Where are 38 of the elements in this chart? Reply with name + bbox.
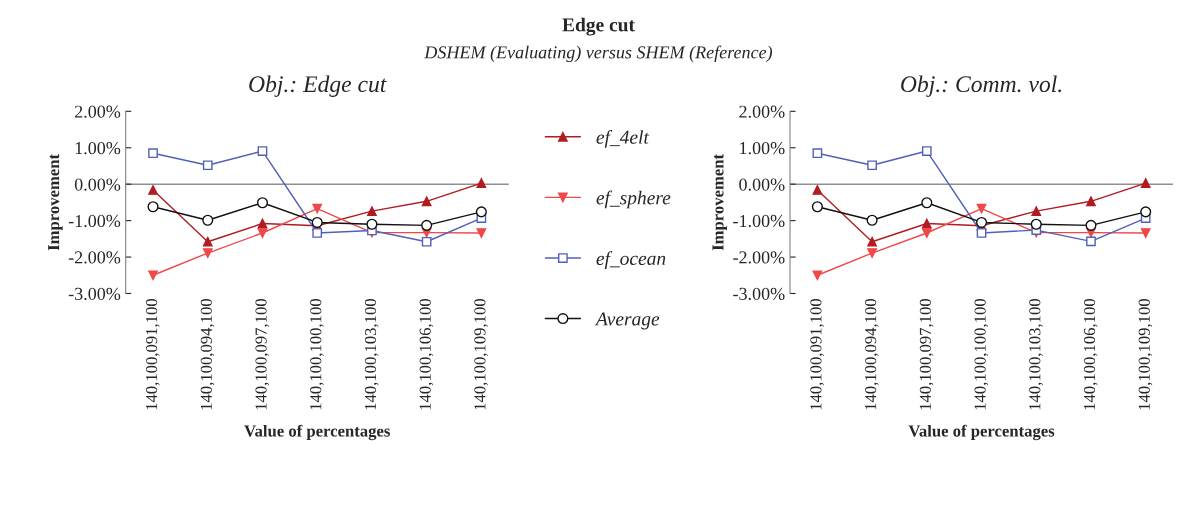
x-tick-label: 140,100,091,100 xyxy=(145,298,160,410)
x-tick-label: 140,100,109,100 xyxy=(1138,298,1153,410)
y-tick-label: -2.00% xyxy=(68,251,121,264)
x-tick-label: 140,100,091,100 xyxy=(810,298,824,410)
text: Edge cut xyxy=(562,17,635,36)
x-tick-label: 140,100,106,100 xyxy=(419,298,434,410)
x-tick-label: 140,100,094,100 xyxy=(865,298,879,410)
y-axis-title: Improvement xyxy=(712,154,727,251)
legend-label: ef_sphere xyxy=(596,190,671,209)
y-axis-title: Improvement xyxy=(48,154,63,251)
x-tick-label: 140,100,109,100 xyxy=(474,298,488,410)
x-tick-label: 140,100,106,100 xyxy=(1083,298,1098,410)
y-tick-label: 2.00% xyxy=(739,105,785,118)
x-tick-label: 140,100,103,100 xyxy=(1029,298,1043,410)
x-tick-label: 140,100,097,100 xyxy=(255,298,270,410)
y-tick-label: 2.00% xyxy=(74,105,121,118)
y-tick-label: -3.00% xyxy=(733,287,785,300)
chart-title: Obj.: Edge cut xyxy=(249,75,387,97)
y-tick-label: 1.00% xyxy=(75,142,121,155)
y-tick-label: -1.00% xyxy=(733,214,785,228)
x-axis-title: Value of percentages xyxy=(908,424,1055,441)
chart-title: Obj.: Comm. vol. xyxy=(901,75,1062,97)
legend-label: Average xyxy=(594,312,660,330)
x-axis-title: Value of percentages xyxy=(244,424,390,441)
legend-label: ef_ocean xyxy=(596,251,666,269)
y-tick-label: 0.00% xyxy=(739,178,785,191)
x-tick-label: 140,100,100,100 xyxy=(310,298,324,410)
y-tick-label: -2.00% xyxy=(733,251,785,264)
text: DSHEM (Evaluating) versus SHEM (Reference) xyxy=(424,45,773,63)
y-tick-label: 0.00% xyxy=(74,178,121,191)
legend-label: ef_4elt xyxy=(596,129,650,148)
x-tick-label: 140,100,094,100 xyxy=(200,298,215,410)
y-tick-label: -3.00% xyxy=(68,287,121,300)
x-tick-label: 140,100,097,100 xyxy=(919,298,934,410)
x-tick-label: 140,100,100,100 xyxy=(974,298,989,410)
y-tick-label: 1.00% xyxy=(740,142,785,155)
x-tick-label: 140,100,103,100 xyxy=(364,298,379,410)
y-tick-label: -1.00% xyxy=(68,214,121,228)
